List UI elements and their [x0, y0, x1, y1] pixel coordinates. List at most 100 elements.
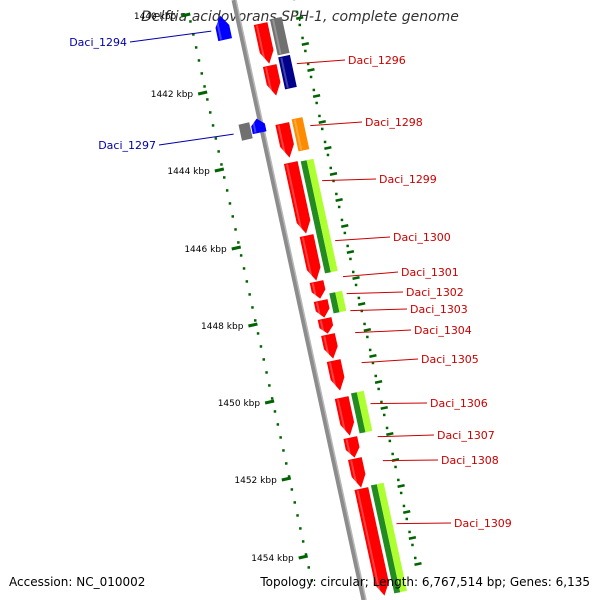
tick-right [335, 197, 343, 202]
dot-right [354, 283, 358, 287]
dot-left [290, 488, 294, 491]
dot-right [402, 504, 406, 508]
gene-leader-line [322, 178, 377, 182]
dot-right [397, 478, 400, 482]
kbp-tick-mark [197, 90, 208, 96]
dot-left [203, 85, 206, 88]
dot-right [318, 114, 321, 118]
tick-right [312, 93, 321, 98]
gene-label: Daci_1305 [421, 353, 479, 366]
dot-right [363, 322, 366, 326]
gene-leader-line [396, 522, 452, 525]
dot-left [287, 475, 291, 478]
gene-label: Daci_1297 [98, 139, 156, 152]
kbp-tick-label: 1454 kbp [251, 554, 294, 564]
gene-label: Daci_1301 [401, 266, 459, 279]
accession-text: Accession: NC_010002 [9, 575, 146, 589]
dot-left [307, 566, 310, 569]
dot-right [335, 192, 338, 196]
dot-right [414, 556, 417, 560]
backbone-highlight [235, 0, 367, 600]
feature-green-1302-light [335, 290, 347, 313]
dot-right [306, 62, 310, 66]
dot-left [194, 46, 198, 49]
gene-daci-1298-sheen [277, 125, 287, 158]
feature-gray-1295 [269, 16, 290, 56]
gene-daci-1297-cds [238, 122, 253, 141]
tick-right [295, 15, 304, 20]
dot-left [293, 501, 296, 504]
dot-left [282, 449, 285, 452]
dot-left [225, 189, 229, 192]
gene-leader-line [335, 236, 391, 242]
dot-left [217, 150, 220, 153]
dot-right [301, 36, 304, 40]
kbp-tick-mark [214, 167, 225, 173]
dot-right [298, 23, 301, 27]
dot-right [352, 270, 355, 274]
dot-right [329, 166, 332, 170]
dot-left [259, 345, 263, 348]
gene-labels: Daci_1296 Daci_1298 Daci_1299 Daci_1300 Daci… [69, 30, 512, 530]
dot-right [346, 244, 349, 248]
feature-green-1309-dark [370, 484, 401, 594]
dot-left [279, 436, 282, 439]
gene-label: Daci_1296 [348, 54, 406, 67]
feature-green-1299-light [306, 158, 338, 273]
dot-right [349, 257, 352, 261]
dot-right [309, 75, 313, 79]
kbp-tick-label: 1444 kbp [167, 167, 210, 177]
gene-label: Daci_1300 [393, 231, 451, 244]
gene-leader-line [310, 121, 363, 127]
gene-daci-1306 [334, 396, 355, 436]
gene-daci-1305-sheen [328, 362, 337, 391]
dot-left [223, 176, 226, 179]
dot-left [237, 241, 240, 244]
gene-label: Daci_1304 [414, 324, 472, 337]
dot-right [394, 465, 397, 469]
dot-left [239, 254, 243, 257]
gene-label: Daci_1309 [454, 517, 512, 530]
tick-right [329, 171, 338, 176]
gene-daci-1309-sheen [356, 490, 382, 596]
dot-right [357, 296, 361, 300]
dot-right [405, 517, 408, 521]
dot-left [248, 293, 251, 296]
kbp-ticks: 1440 kbp 1442 kbp 1444 kbp 1446 kbp 1448 kbp… [134, 12, 309, 564]
kbp-tick-label: 1450 kbp [218, 399, 261, 409]
dot-left [270, 397, 274, 400]
dot-left [234, 228, 237, 231]
kbp-tick-mark [281, 476, 292, 482]
gene-daci-1307-sheen [345, 439, 352, 458]
gene-daci-1301-sheen [311, 283, 317, 299]
backbone-line [231, 0, 367, 600]
gene-leader-line [377, 434, 435, 438]
dot-right [315, 101, 318, 105]
gene-daci-1304-sheen [323, 336, 330, 359]
gene-daci-1300 [299, 234, 321, 281]
dot-right [408, 530, 411, 534]
gene-leader-line [382, 459, 439, 462]
dot-right [388, 439, 392, 443]
tick-right [307, 67, 315, 72]
dot-left [299, 527, 302, 530]
tick-right [363, 327, 372, 332]
dot-right [332, 179, 335, 183]
gene-leader-line [342, 271, 399, 278]
tick-right [386, 431, 394, 436]
dot-left [268, 384, 271, 387]
dot-left [214, 137, 218, 140]
feature-gray-1295-sheen [272, 19, 282, 55]
dot-right [343, 231, 347, 235]
gene-label: Daci_1299 [379, 173, 437, 186]
gene-daci-1308-sheen [350, 460, 358, 488]
tick-right [301, 41, 310, 46]
gene-leader-line [129, 30, 212, 43]
kbp-tick-label: 1446 kbp [184, 245, 227, 255]
dot-left [296, 514, 299, 517]
dot-right [312, 88, 316, 92]
gene-leader-line [296, 59, 346, 65]
tick-right [352, 275, 360, 280]
gene-label: Daci_1307 [437, 429, 495, 442]
